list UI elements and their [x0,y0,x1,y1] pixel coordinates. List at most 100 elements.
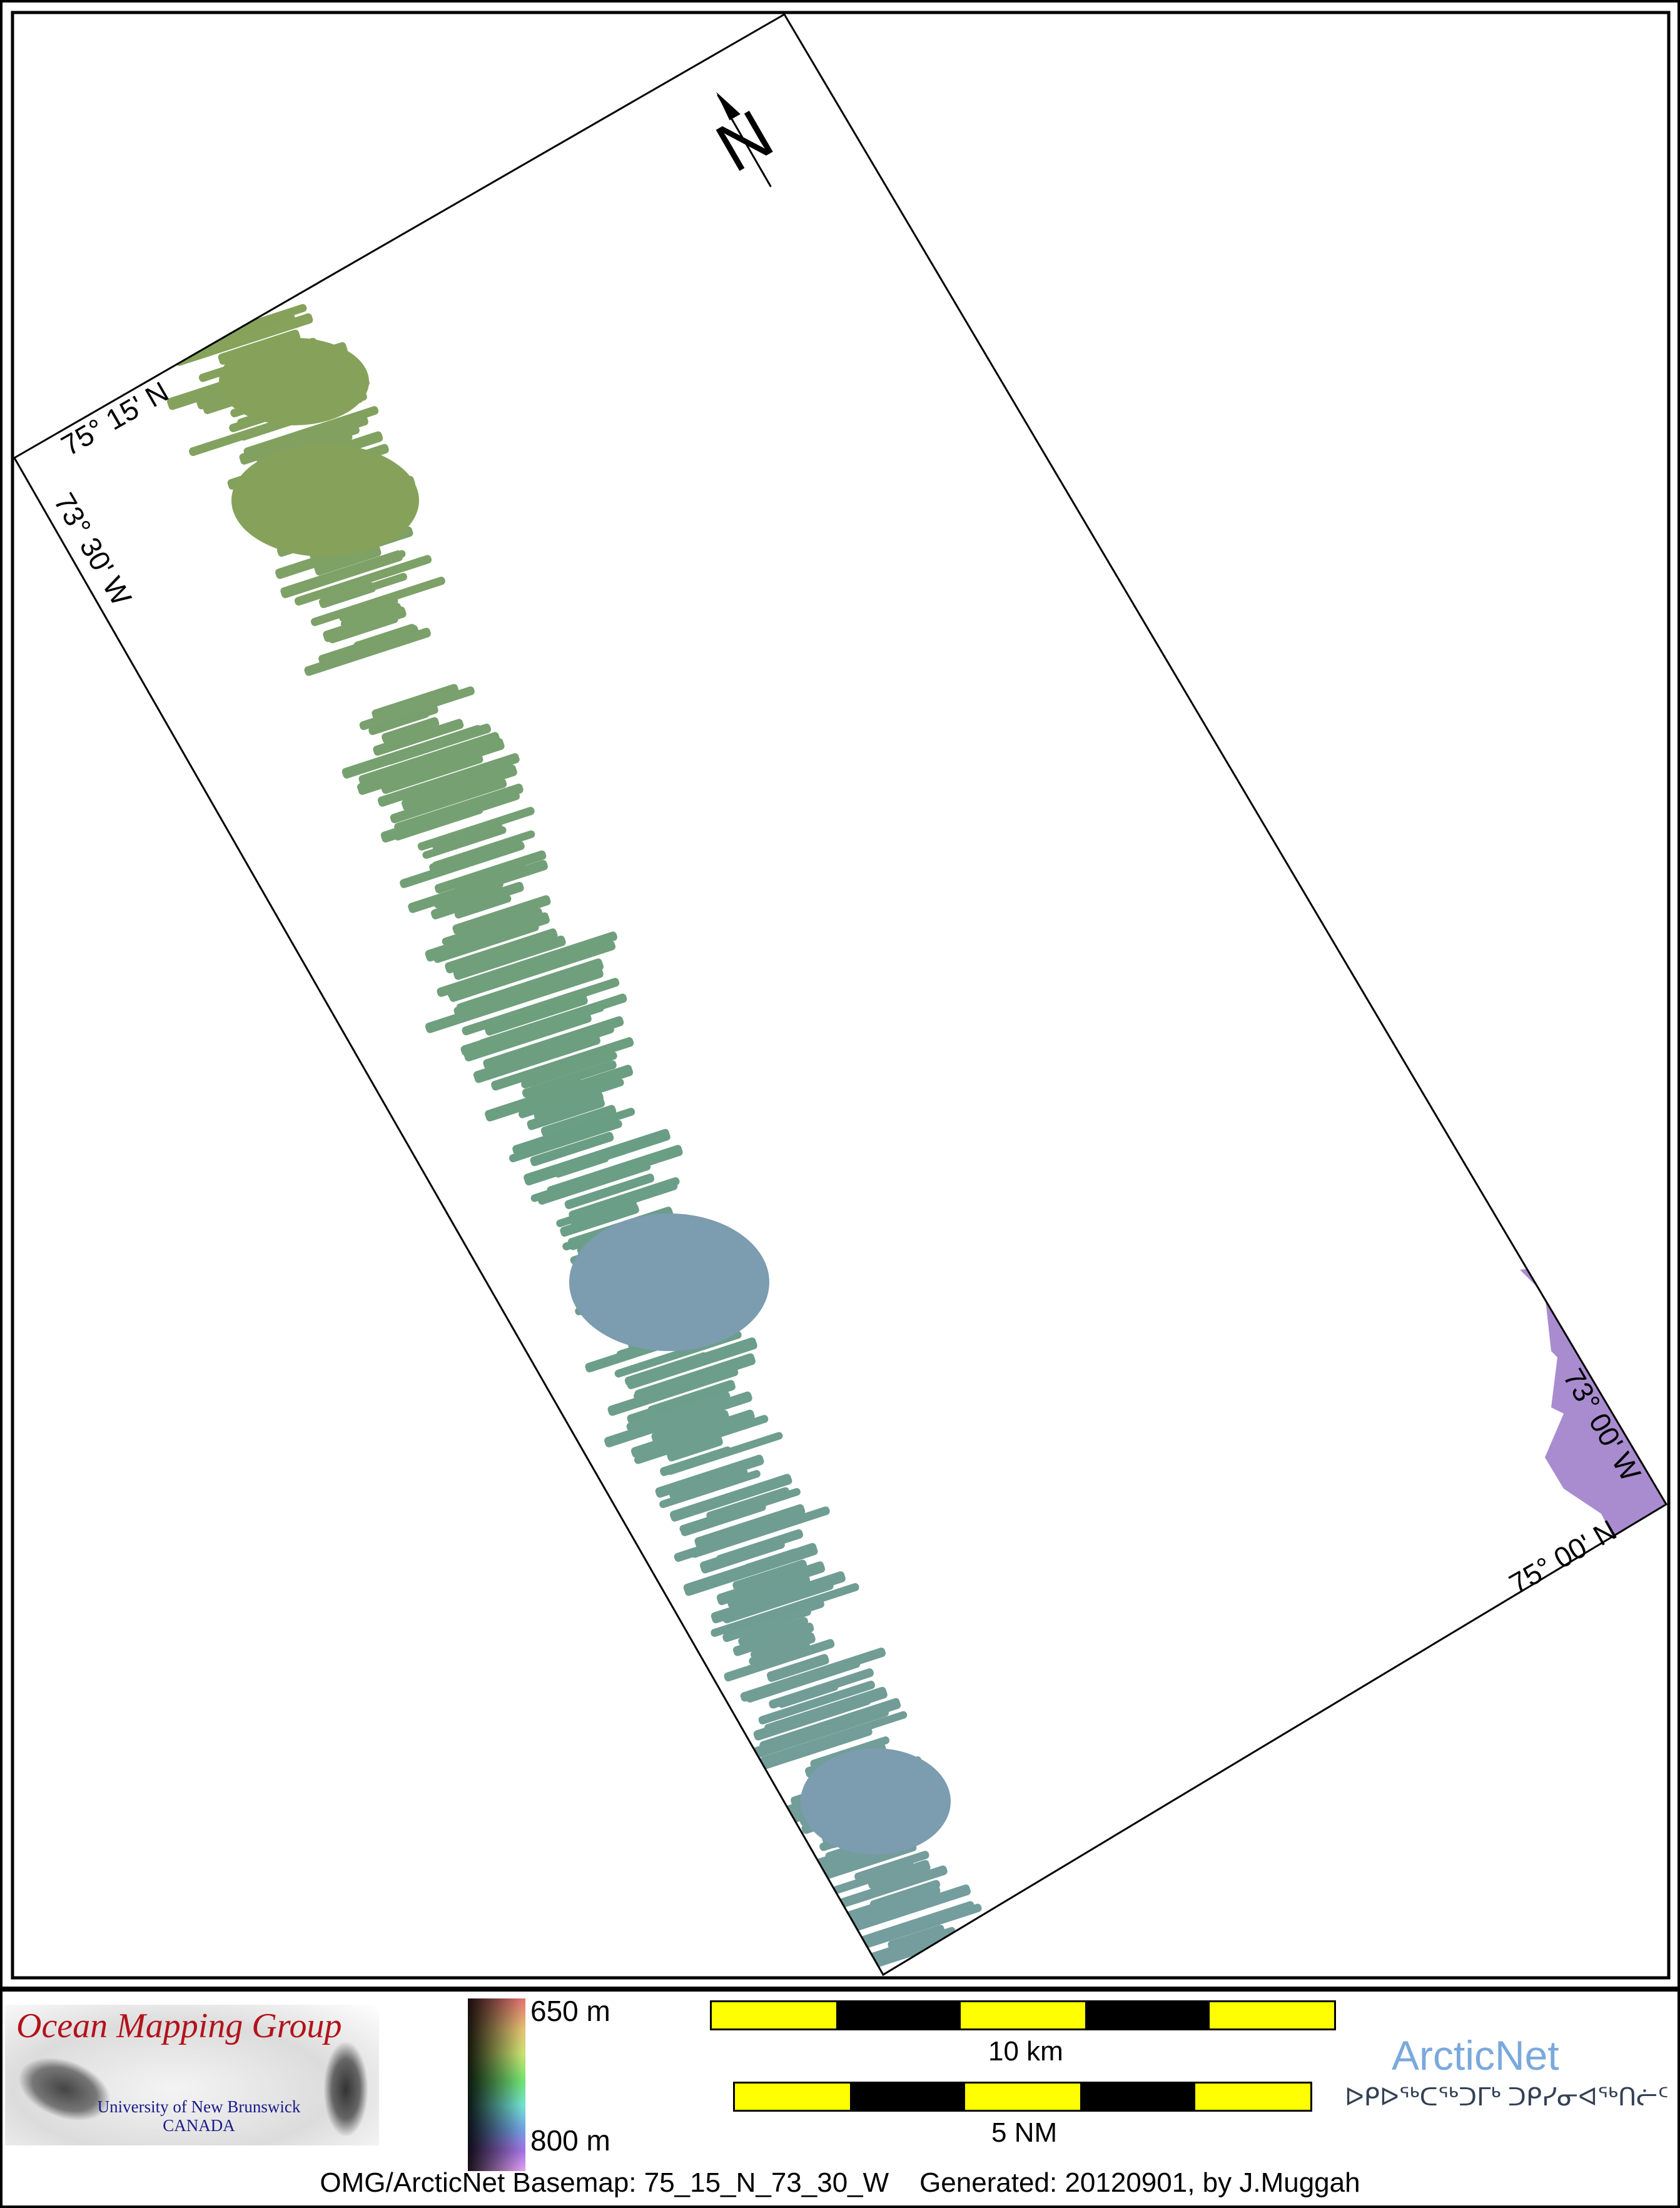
swath-strip [314,545,382,575]
swath-strip [538,1162,651,1205]
logo-university: University of New Brunswick [97,2097,301,2116]
swath-strip [390,778,507,824]
lon-label-left: 73° 30' W [48,487,138,611]
swath-strip [445,928,558,973]
swath-strip [473,1033,600,1083]
swath-strip [666,1434,723,1462]
swath-strip [509,1120,622,1163]
swath-strip [433,878,503,909]
swath-strip [434,850,547,894]
swath-strip [453,969,578,1016]
swath-strip [753,1694,871,1741]
depth-colorbar [468,1998,525,2171]
swath-strip [318,625,419,665]
swath-strip [453,935,566,980]
swath-strip [746,1659,861,1703]
swath-strip [732,1559,807,1591]
logo-vehicle-image [324,2042,368,2136]
swath-strip [630,1409,755,1458]
swath-strip [627,1385,724,1424]
swath-strip [452,895,551,935]
swath-strip [777,1683,839,1708]
swath-strip [750,1705,889,1759]
north-arrow: N [704,92,785,188]
scale-bar-km [710,2000,1336,2030]
swath-strip [738,1617,809,1646]
swath-strip [328,615,398,644]
swath-strip [680,1501,766,1536]
depth-label-bottom: 800 m [530,2124,610,2157]
swath-strip [607,1365,739,1416]
swath-survey-patch [231,444,419,557]
swath-strip [839,1903,982,1957]
map-frame [11,11,1671,1980]
swath-strip [670,1474,792,1522]
swath-strip [699,1536,785,1574]
swath-survey-patch [569,1213,769,1351]
north-arrow-head [716,92,741,121]
swath-strip [726,1572,811,1608]
swath-strip [626,1391,731,1432]
swath-strip [604,1391,752,1447]
swath-survey-patch [219,338,369,425]
swath-strip [425,967,604,1033]
swath-strip [659,1470,761,1508]
swath-strip [463,1011,592,1061]
swath-strip [560,1203,639,1237]
swath-strip [624,1352,708,1386]
swath-strip [280,550,403,599]
swath-strip [393,804,483,841]
swath-strip [174,313,313,366]
swath-strip [377,753,520,807]
swath-strip [484,994,588,1036]
swath-strip [766,1654,829,1682]
swath-strip [854,1850,929,1881]
scale-label-km: 10 km [988,2036,1063,2067]
swath-group [167,304,982,1968]
swath-strip [756,1723,873,1771]
swath-strip [846,1883,941,1923]
swath-strip [820,1861,914,1898]
swath-strip [485,1065,634,1122]
swath-strip [564,1173,655,1209]
swath-strip [519,1078,624,1118]
swath-strip [432,821,503,851]
swath-strip [410,780,473,810]
arcticnet-syllabics: ᐅᑭᐅᖅᑕᖅᑐᒥᒃ ᑐᑭᓯᓂᐊᖅᑎᓖᑦ [1345,2084,1669,2111]
swath-strip [722,1607,811,1643]
lat-label-bottom: 75° 00' N [1504,1513,1622,1600]
swath-strip [447,957,558,999]
swath-strip [732,1623,814,1656]
footer-caption: OMG/ArcticNet Basemap: 75_15_N_73_30_W G… [320,2167,1360,2198]
swath-survey-patch [801,1748,951,1855]
swath-strip [491,1037,634,1091]
logo-title: Ocean Mapping Group [16,2007,342,2045]
map-boundary [13,13,1668,1977]
swath-strip [380,752,483,794]
swath-strip [674,1517,793,1562]
swath-strip [319,582,376,609]
logo-country: CANADA [163,2116,235,2135]
swath-strip [373,719,464,756]
swath-strip [422,826,507,859]
swath-strip [722,1582,834,1624]
swath-strip [454,894,512,919]
swath-strip [831,1865,948,1910]
swath-strip [442,910,534,946]
swath-strip [338,595,398,622]
arcticnet-logo-text: ArcticNet [1392,2032,1559,2079]
swath-strip [294,555,432,606]
swath-strip [669,1466,748,1500]
swath-strip [724,1639,835,1682]
swath-strip [527,1097,605,1130]
depth-label-top: 650 m [530,1995,610,2027]
lat-label-top: 75° 15' N [56,375,174,462]
swath-strip [521,1051,617,1089]
swath-strip [368,709,430,736]
swath-strip [749,1639,810,1666]
swath-strip [530,1132,614,1167]
swath-strip [553,1150,609,1178]
swath-strip [400,841,525,888]
